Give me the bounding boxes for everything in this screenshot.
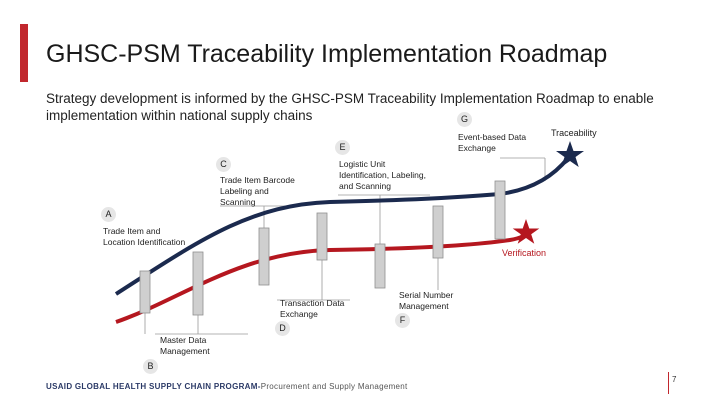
traceability-star-icon [556,141,584,167]
milestone-badge-e: E [335,140,350,155]
footer-divider [668,372,669,394]
milestone-bar-b [139,270,151,314]
verification-label: Verification [502,248,547,258]
milestone-badge-d: D [275,321,290,336]
milestone-bar-d [316,212,328,261]
milestone-badge-c: C [216,157,231,172]
page-title: GHSC-PSM Traceability Implementation Roa… [46,40,608,68]
milestone-label-e: Logistic Unit Identification, Labeling, … [339,159,426,191]
milestone-label-a: Trade Item and Location Identification [103,226,186,247]
traceability-label: Traceability [551,128,597,138]
page-number: 7 [672,375,677,384]
traceability-curve [114,156,570,296]
milestone-label-c: Trade Item Barcode Labeling and Scanning [220,175,295,207]
footer: USAID GLOBAL HEALTH SUPPLY CHAIN PROGRAM… [46,382,408,391]
milestone-label-b: Master Data Management [160,335,210,356]
milestone-badge-b: B [143,359,158,374]
milestone-bar-f [432,205,444,259]
milestone-bar-e [374,243,386,289]
milestone-badge-g: G [457,112,472,127]
footer-org: Procurement and Supply Management [260,382,408,391]
page-subtitle: Strategy development is informed by the … [46,91,654,123]
milestone-badge-f: F [395,313,410,328]
verification-star-icon [512,219,540,244]
leader-lines [144,157,546,335]
milestone-bars [139,180,506,316]
milestone-label-g: Event-based Data Exchange [458,132,527,153]
milestone-label-d: Transaction Data Exchange [280,298,345,319]
milestone-bar-b2 [192,251,204,316]
milestone-bar-c [258,227,270,286]
footer-program: USAID GLOBAL HEALTH SUPPLY CHAIN PROGRAM… [46,382,261,391]
milestone-label-f: Serial Number Management [399,290,454,311]
milestone-bar-g [494,180,506,240]
accent-bar [20,24,28,82]
milestone-badge-a: A [101,207,116,222]
